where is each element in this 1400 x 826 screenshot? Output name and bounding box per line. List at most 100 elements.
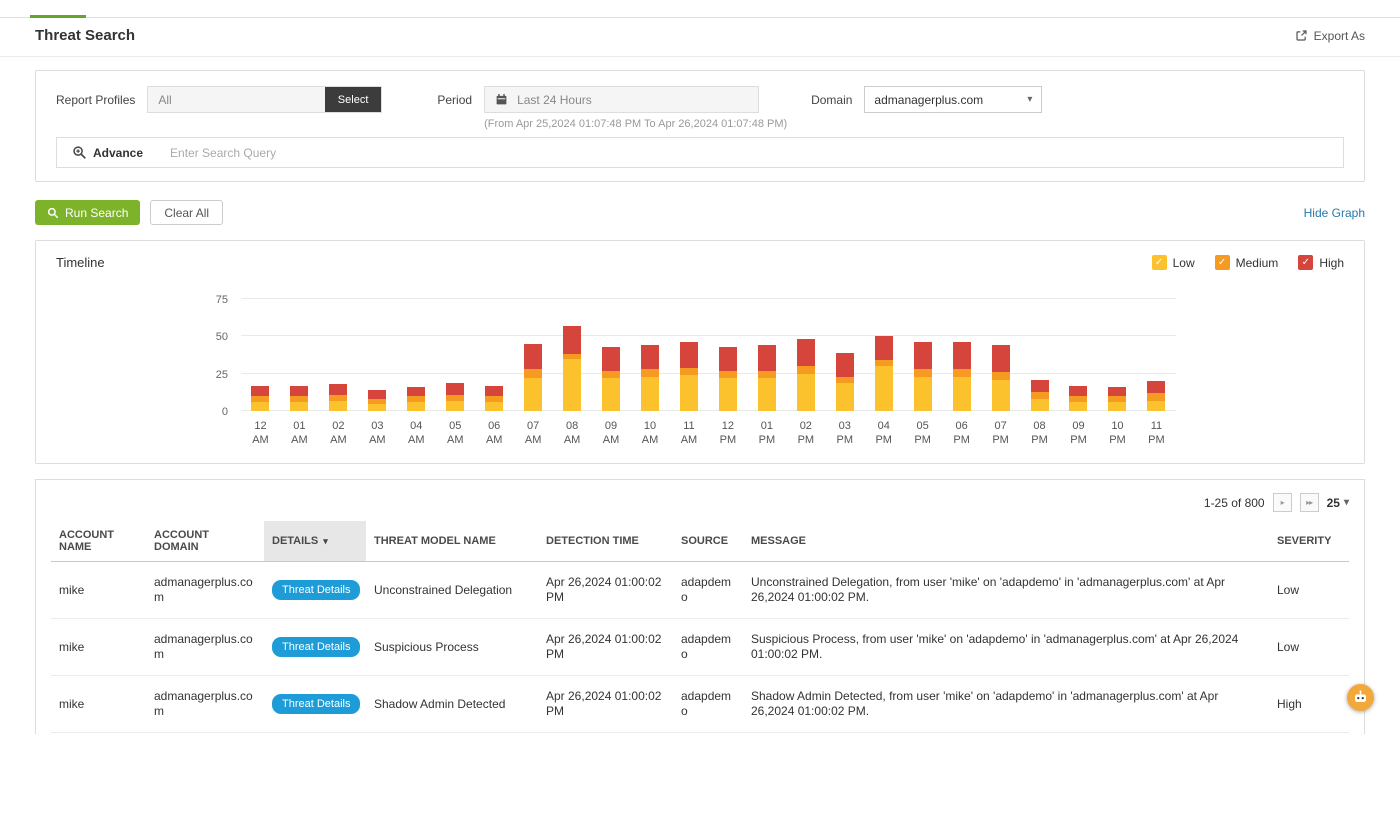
y-tick-label: 0 — [221, 406, 228, 418]
bar-segment-medium — [718, 370, 737, 378]
legend-item-medium[interactable]: ✓ Medium — [1214, 255, 1278, 270]
col-header-threat-model-name: THREAT MODEL NAME — [366, 521, 538, 562]
bar-segment-high — [913, 342, 932, 369]
last-page-icon: ▸▸ — [1306, 498, 1313, 507]
cell-threat-model — [366, 732, 538, 734]
bar-segment-low — [329, 400, 348, 411]
bar-07-am — [514, 298, 553, 411]
bar-segment-low — [718, 378, 737, 411]
bar-segment-low — [835, 382, 854, 411]
bar-segment-medium — [524, 369, 543, 378]
report-profiles-select-button[interactable]: Select — [324, 87, 382, 112]
x-tick-label: 01 AM — [291, 420, 308, 446]
cell-account-domain: admanagerplus.com — [146, 561, 264, 619]
hide-graph-link[interactable]: Hide Graph — [1303, 205, 1365, 220]
period-label: Period — [437, 92, 473, 107]
bar-segment-high — [1108, 387, 1127, 396]
report-profiles-value: All — [158, 92, 172, 107]
legend-checkbox-high[interactable]: ✓ — [1298, 255, 1314, 270]
bar-10-pm — [1098, 298, 1137, 411]
bar-segment-high — [952, 342, 971, 369]
timeline-title: Timeline — [56, 255, 105, 270]
cell-details: Threat Details — [264, 618, 366, 676]
bar-segment-low — [641, 376, 659, 411]
table-header-row: ACCOUNT NAME ACCOUNT DOMAIN DETAILS ▾ THREAT… — [51, 521, 1349, 562]
legend-item-low[interactable]: ✓ Low — [1151, 255, 1195, 270]
x-tick-label: 11 PM — [1148, 420, 1165, 446]
col-header-details[interactable]: DETAILS ▾ — [264, 521, 366, 562]
cell-account-name: mike — [51, 561, 146, 619]
advance-search-button[interactable]: Advance — [57, 138, 158, 167]
cell-source — [673, 732, 743, 734]
cell-message: Unconstrained Delegation, from user 'mik… — [743, 561, 1269, 619]
chart-x-axis: 12 AM 01 AM 02 AM 03 AM 04 AM 05 AM 06 AM 07 AM 08 AM 09 AM… — [241, 419, 1176, 447]
page-size-dropdown[interactable]: 25 ▾ — [1327, 496, 1349, 510]
table-row: mike admanagerplus.com Threat Details Uncon… — [51, 561, 1349, 619]
bar-06-am — [475, 298, 514, 411]
gridline — [241, 297, 1176, 299]
cell-threat-model: Shadow Admin Detected — [366, 675, 538, 733]
report-profiles-field[interactable]: All Select — [147, 86, 383, 113]
x-tick-label: 02 AM — [330, 420, 347, 446]
bar-segment-low — [796, 373, 815, 411]
bar-segment-high — [1069, 385, 1088, 396]
run-search-label: Run Search — [65, 205, 129, 220]
bar-segment-high — [563, 325, 582, 354]
legend-checkbox-low[interactable]: ✓ — [1151, 255, 1167, 270]
legend-item-high[interactable]: ✓ High — [1298, 255, 1344, 270]
domain-value: admanagerplus.com — [874, 92, 984, 107]
bar-02-am — [319, 298, 358, 411]
cell-threat-model: Suspicious Process — [366, 618, 538, 676]
x-tick-label: 07 PM — [992, 420, 1009, 446]
bar-segment-medium — [485, 396, 504, 402]
export-as-button[interactable]: Export As — [1295, 29, 1365, 43]
threat-details-button[interactable]: Threat Details — [272, 580, 361, 600]
threat-details-button[interactable]: Threat Details — [272, 637, 361, 657]
cell-detection-time: Apr 26,2024 01:00:02 PM — [538, 675, 673, 733]
cell-source: adapdemo — [673, 618, 743, 676]
legend-checkbox-medium[interactable]: ✓ — [1214, 255, 1230, 270]
x-tick-label: 09 PM — [1070, 420, 1087, 446]
last-page-button[interactable]: ▸▸ — [1299, 493, 1319, 512]
pagination-range: 1-25 of 800 — [1203, 495, 1265, 510]
chevron-down-icon: ▾ — [1027, 93, 1033, 105]
next-page-button[interactable]: ▸ — [1272, 493, 1292, 512]
x-tick-label: 11 AM — [680, 420, 698, 446]
bar-segment-low — [679, 375, 698, 411]
threat-details-button[interactable]: Threat Details — [272, 694, 361, 714]
bar-segment-medium — [679, 367, 698, 375]
bar-segment-low — [407, 402, 426, 411]
bar-segment-medium — [1030, 391, 1049, 399]
bar-10-am — [631, 298, 670, 411]
x-tick-label: 03 AM — [369, 420, 386, 446]
bar-05-pm — [903, 298, 942, 411]
details-sort-caret-icon: ▾ — [323, 536, 328, 546]
top-divider — [0, 17, 1400, 18]
bar-05-am — [436, 298, 475, 411]
bar-08-pm — [1020, 298, 1059, 411]
bar-segment-high — [796, 339, 815, 366]
table-row: Threat Details — [51, 732, 1349, 734]
run-search-button[interactable]: Run Search — [35, 200, 141, 225]
bar-segment-low — [952, 376, 971, 411]
cell-account-name — [51, 732, 146, 734]
support-bot-icon[interactable] — [1347, 684, 1374, 711]
x-tick-label: 04 AM — [408, 420, 425, 446]
bar-segment-low — [991, 379, 1010, 411]
filter-panel: Report Profiles All Select Period Last 2… — [35, 70, 1365, 182]
cell-severity: Low — [1269, 561, 1349, 619]
results-panel: 1-25 of 800 ▸ ▸▸ 25 ▾ ACCOUNT NAME ACCOUN… — [35, 479, 1365, 734]
chart-y-axis: 0 25 50 75 — [36, 294, 241, 419]
domain-select[interactable]: admanagerplus.com ▾ — [864, 86, 1043, 113]
search-query-input[interactable] — [158, 138, 1343, 167]
advanced-search-icon — [72, 145, 87, 160]
period-field[interactable]: Last 24 Hours — [484, 86, 760, 113]
timeline-header: Timeline ✓ Low ✓ Medium ✓ High — [36, 241, 1364, 274]
clear-all-button[interactable]: Clear All — [150, 200, 224, 225]
search-icon — [47, 207, 59, 219]
bar-09-pm — [1059, 298, 1098, 411]
bar-03-pm — [825, 298, 864, 411]
cell-account-domain: admanagerplus.com — [146, 675, 264, 733]
bar-segment-medium — [329, 394, 348, 401]
col-header-label: DETAILS — [272, 535, 319, 547]
